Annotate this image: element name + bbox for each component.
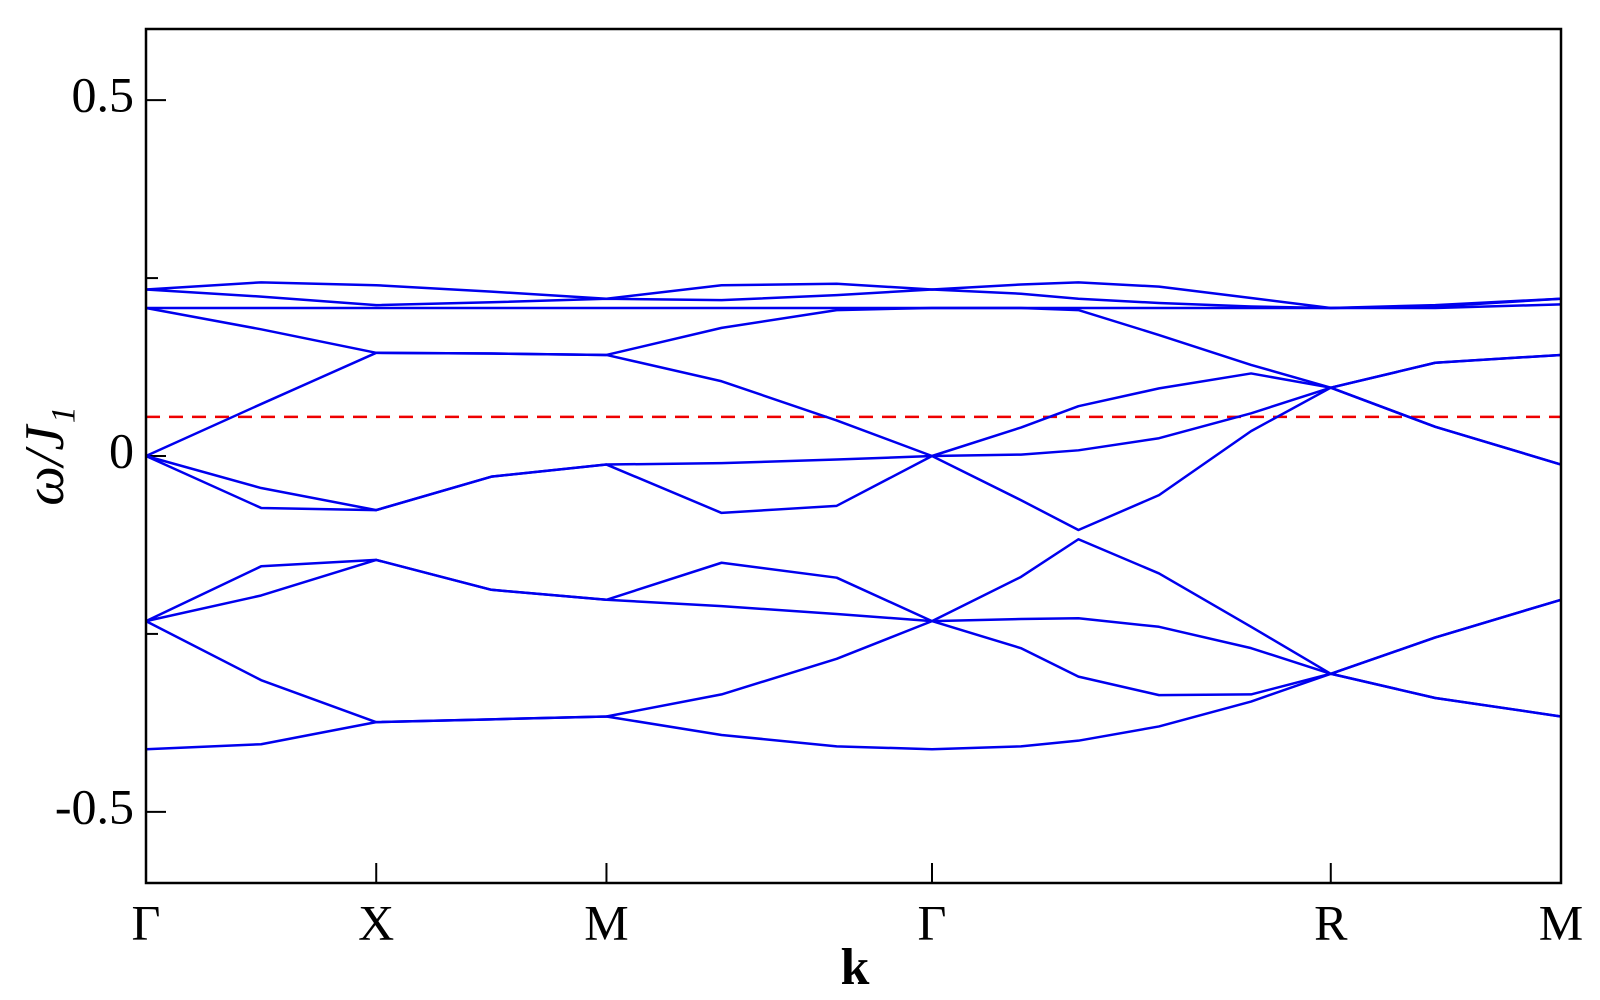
band-line	[145, 288, 1562, 310]
band-line	[145, 386, 1562, 532]
band-line	[145, 306, 1562, 389]
x-tick-label: Γ	[132, 894, 161, 950]
y-tick-label: 0.5	[72, 67, 135, 123]
y-tick-label: -0.5	[55, 778, 134, 834]
band-line	[145, 672, 1562, 751]
x-tick-label: X	[358, 894, 394, 950]
x-axis-label: k	[841, 939, 870, 996]
band-line	[145, 619, 1562, 724]
band-line	[145, 351, 1562, 458]
band-line	[145, 538, 1562, 676]
x-tick-label: R	[1314, 894, 1348, 950]
band-line	[145, 386, 1562, 512]
y-tick-label: 0	[109, 422, 134, 478]
y-axis-label: ω/J₁	[14, 406, 76, 505]
plot-frame	[144, 27, 1563, 885]
x-tick-label: Γ	[918, 894, 947, 950]
x-tick-label: M	[584, 894, 628, 950]
band-line	[145, 558, 1562, 676]
x-tick-label: M	[1539, 894, 1583, 950]
